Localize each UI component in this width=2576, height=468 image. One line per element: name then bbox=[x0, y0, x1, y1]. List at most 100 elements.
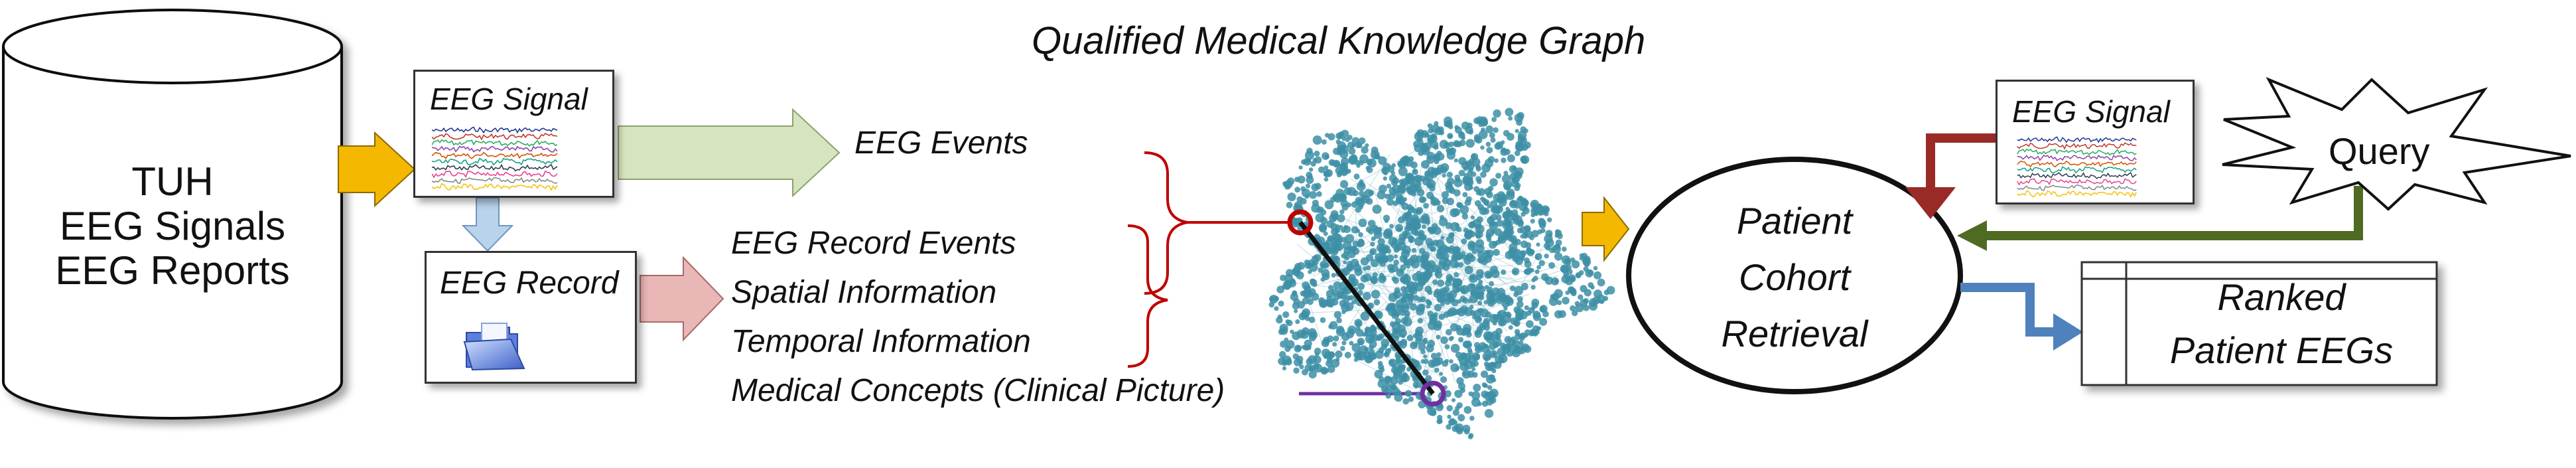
graph-node bbox=[1532, 331, 1538, 337]
graph-node bbox=[1365, 165, 1371, 171]
knowledge-graph-cloud bbox=[1268, 108, 1615, 439]
graph-node bbox=[1593, 266, 1598, 271]
graph-node bbox=[1426, 265, 1435, 274]
graph-node bbox=[1446, 171, 1453, 178]
graph-node bbox=[1555, 239, 1562, 246]
graph-node bbox=[1487, 204, 1491, 209]
graph-node bbox=[1536, 242, 1540, 247]
eeg-trace bbox=[2017, 178, 2137, 186]
graph-node bbox=[1420, 349, 1426, 354]
graph-node bbox=[1466, 162, 1475, 171]
retrieval-ellipse bbox=[1626, 157, 1963, 394]
graph-node bbox=[1335, 350, 1343, 358]
graph-node bbox=[1458, 169, 1465, 177]
graph-node bbox=[1464, 266, 1473, 275]
graph-node bbox=[1324, 200, 1334, 210]
graph-node bbox=[1357, 339, 1364, 346]
graph-node bbox=[1520, 126, 1526, 133]
graph-node bbox=[1520, 240, 1528, 248]
graph-node bbox=[1508, 116, 1513, 121]
query-eeg-signal-box: EEG Signal bbox=[1996, 80, 2195, 204]
database-line-2: EEG Signals bbox=[59, 204, 286, 248]
graph-node bbox=[1540, 305, 1548, 313]
graph-node bbox=[1414, 231, 1419, 237]
graph-node bbox=[1506, 189, 1515, 197]
graph-edge bbox=[1441, 233, 1523, 297]
graph-node bbox=[1331, 273, 1336, 278]
database-cylinder bbox=[2, 9, 343, 420]
graph-node bbox=[1406, 366, 1412, 372]
steel-blue-arrowhead bbox=[2053, 313, 2083, 351]
red-brace-large bbox=[1144, 151, 1188, 295]
graph-node bbox=[1454, 246, 1460, 253]
graph-node bbox=[1278, 300, 1284, 307]
graph-node bbox=[1489, 350, 1498, 358]
graph-node bbox=[1471, 391, 1481, 400]
record-item-4: Medical Concepts (Clinical Picture) bbox=[731, 373, 1225, 408]
graph-node bbox=[1455, 222, 1459, 228]
graph-node bbox=[1304, 194, 1310, 199]
graph-node bbox=[1355, 321, 1362, 327]
graph-node bbox=[1385, 306, 1391, 312]
graph-node bbox=[1515, 141, 1522, 148]
graph-node bbox=[1343, 260, 1347, 265]
graph-node-purple bbox=[1420, 380, 1446, 407]
graph-node bbox=[1361, 146, 1369, 154]
graph-node bbox=[1426, 220, 1431, 225]
graph-node bbox=[1327, 236, 1333, 242]
graph-node bbox=[1456, 427, 1463, 435]
graph-node bbox=[1401, 297, 1406, 302]
graph-node bbox=[1521, 283, 1528, 291]
graph-node bbox=[1489, 221, 1499, 230]
graph-node bbox=[1314, 150, 1320, 157]
graph-node bbox=[1570, 257, 1576, 263]
graph-node bbox=[1474, 329, 1480, 335]
graph-node bbox=[1493, 249, 1500, 256]
graph-node bbox=[1474, 291, 1481, 298]
graph-node bbox=[1284, 183, 1291, 190]
graph-node bbox=[1507, 338, 1511, 343]
graph-node bbox=[1323, 351, 1332, 359]
graph-node bbox=[1328, 285, 1334, 291]
graph-node bbox=[1485, 331, 1495, 341]
graph-node bbox=[1404, 212, 1413, 221]
graph-node bbox=[1531, 277, 1536, 283]
graph-node bbox=[1309, 366, 1314, 372]
graph-node bbox=[1422, 274, 1427, 279]
graph-node bbox=[1327, 335, 1334, 343]
graph-node bbox=[1529, 235, 1534, 240]
graph-node bbox=[1475, 233, 1481, 239]
graph-node bbox=[1378, 156, 1387, 165]
record-item-2: Spatial Information bbox=[731, 275, 997, 310]
ranked-line-2: Patient EEGs bbox=[2169, 329, 2394, 371]
eeg-trace bbox=[432, 177, 558, 185]
graph-node bbox=[1338, 147, 1343, 153]
graph-node bbox=[1588, 282, 1594, 288]
graph-node bbox=[1568, 287, 1576, 295]
graph-node bbox=[1425, 375, 1432, 382]
graph-node bbox=[1470, 153, 1476, 159]
graph-node bbox=[1457, 414, 1465, 422]
graph-node bbox=[1462, 371, 1467, 376]
graph-node bbox=[1443, 259, 1452, 268]
graph-node bbox=[1358, 232, 1363, 238]
graph-node bbox=[1384, 228, 1393, 237]
red-brace-small bbox=[1127, 224, 1168, 368]
graph-node bbox=[1513, 171, 1523, 180]
graph-node bbox=[1534, 253, 1542, 261]
graph-node bbox=[1398, 269, 1404, 274]
graph-node bbox=[1451, 398, 1456, 402]
graph-node bbox=[1401, 155, 1410, 165]
graph-node bbox=[1511, 212, 1519, 222]
graph-node bbox=[1441, 252, 1450, 260]
graph-node bbox=[1448, 248, 1455, 254]
graph-node bbox=[1386, 254, 1394, 262]
graph-node bbox=[1423, 358, 1429, 364]
graph-node bbox=[1509, 165, 1517, 173]
graph-node bbox=[1451, 254, 1459, 262]
graph-node bbox=[1477, 402, 1482, 406]
graph-node bbox=[1394, 329, 1398, 335]
graph-node bbox=[1581, 252, 1588, 260]
graph-node bbox=[1337, 141, 1347, 151]
graph-node bbox=[1371, 236, 1376, 242]
